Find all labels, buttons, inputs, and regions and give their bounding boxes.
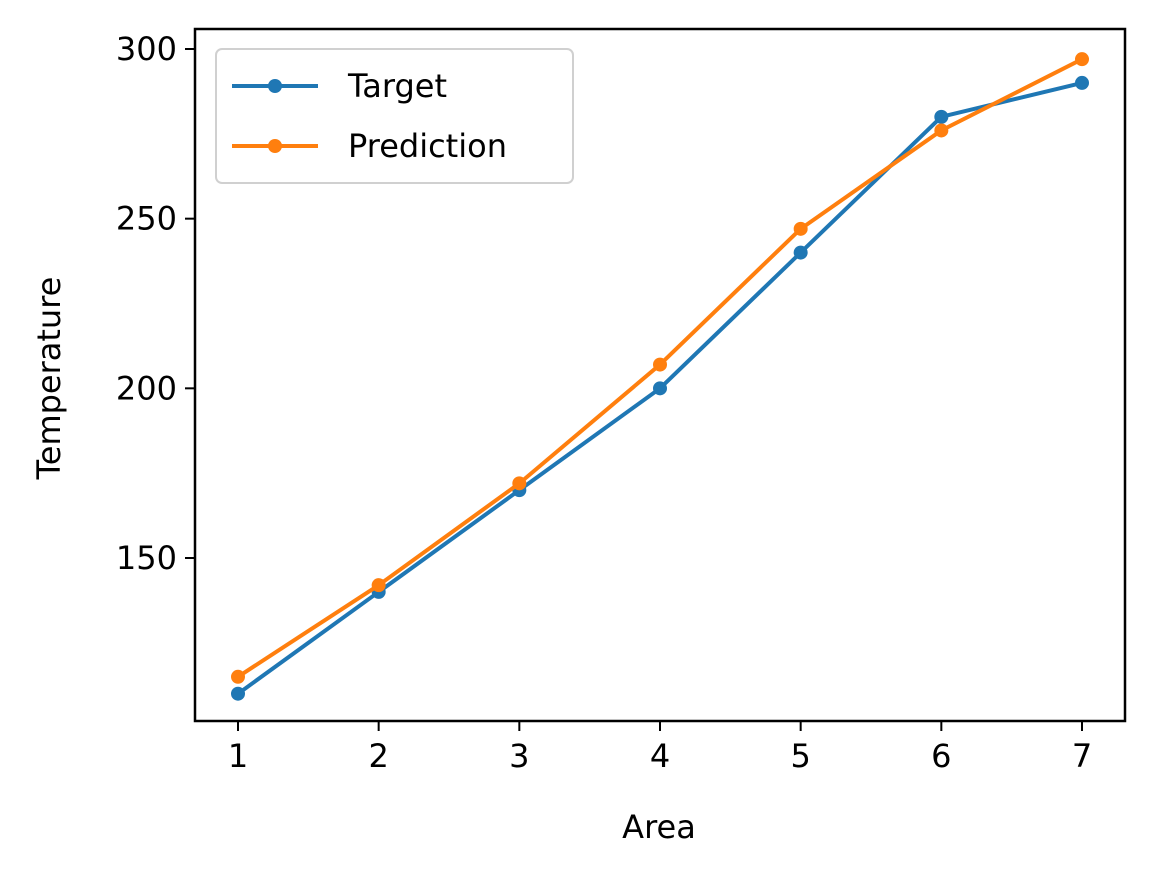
data-point: [231, 686, 245, 701]
data-point: [793, 221, 808, 236]
x-axis-label: Area: [622, 808, 696, 846]
x-tick-label: 6: [931, 737, 951, 775]
x-tick-label: 4: [650, 737, 670, 775]
data-point: [1075, 75, 1089, 90]
legend-entry: Prediction: [232, 127, 507, 165]
x-tick-label: 1: [228, 737, 248, 775]
legend-label: Prediction: [348, 127, 507, 165]
legend-box: [215, 48, 574, 184]
data-point: [934, 123, 949, 138]
data-point: [793, 245, 808, 260]
x-tick-label: 5: [790, 737, 810, 775]
data-point: [371, 578, 386, 593]
data-point: [653, 357, 667, 372]
legend-entry: Target: [232, 67, 447, 105]
legend: Target Prediction: [215, 48, 574, 184]
y-tick-label: 150: [116, 539, 177, 577]
data-point: [653, 381, 667, 396]
data-point: [1075, 52, 1089, 67]
x-tick-label: 7: [1072, 737, 1092, 775]
y-axis-label: Temperature: [30, 277, 68, 481]
legend-label: Target: [347, 67, 447, 105]
x-tick-label: 2: [368, 737, 388, 775]
data-point: [231, 669, 245, 684]
y-tick-label: 250: [116, 200, 177, 238]
data-point: [512, 476, 527, 491]
y-tick-label: 300: [116, 30, 177, 68]
data-point: [934, 109, 949, 124]
series-prediction: [231, 52, 1089, 684]
y-tick-label: 200: [116, 369, 177, 407]
legend-marker: [268, 79, 282, 93]
x-tick-label: 3: [509, 737, 529, 775]
legend-marker: [268, 139, 282, 153]
